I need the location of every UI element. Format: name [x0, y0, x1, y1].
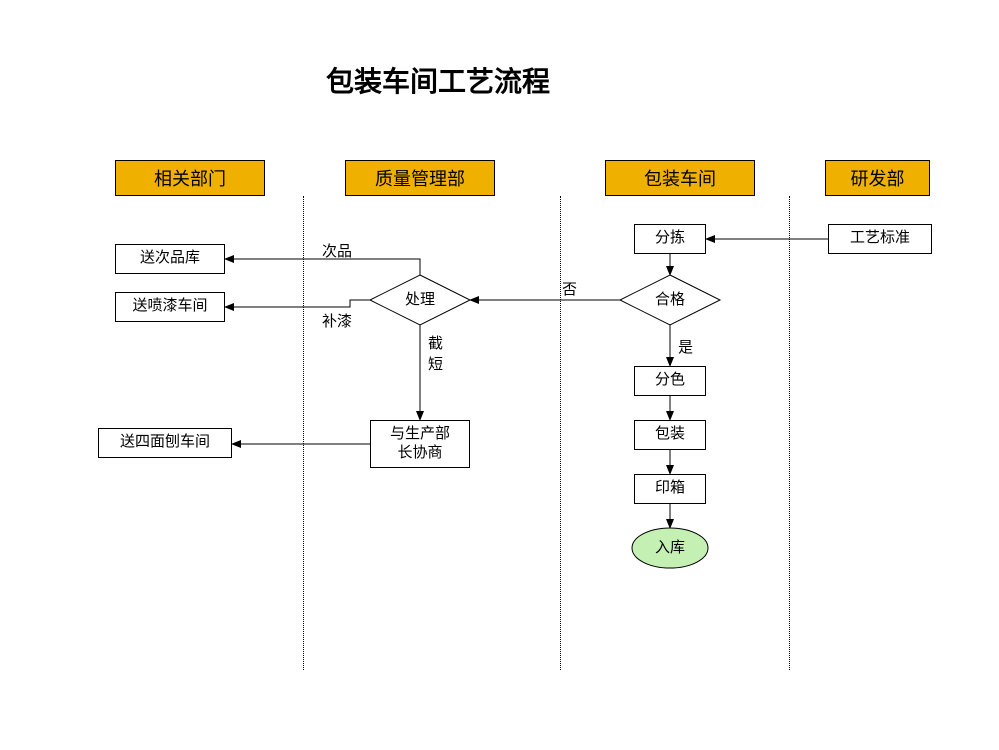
- node-spqcj: 送喷漆车间: [115, 292, 225, 322]
- edges-layer: 合格入库 处理: [0, 0, 999, 750]
- node-hege: [620, 275, 720, 325]
- diagram-title: 包装车间工艺流程: [326, 60, 550, 100]
- node-label: 送次品库: [140, 249, 200, 269]
- node-label: 入库: [655, 539, 685, 556]
- node-baozh: 包装: [634, 420, 706, 450]
- lane-separator: [789, 196, 790, 670]
- edge-label-e_hege_chuli: 否: [562, 278, 577, 299]
- node-label: 处理: [405, 291, 435, 308]
- node-label: 工艺标准: [850, 229, 910, 249]
- edge-label-e_chuli_xieshang: 截 短: [428, 332, 443, 374]
- node-gyi: 工艺标准: [828, 224, 932, 254]
- node-yinxiang: 印箱: [634, 474, 706, 504]
- node-label: 分色: [655, 371, 685, 391]
- node-scpk: 送次品库: [115, 244, 225, 274]
- lane-header-lane4: 研发部: [825, 160, 930, 196]
- edge-e_chuli_spqcj: [225, 300, 370, 307]
- node-chuli: [370, 275, 470, 325]
- node-fense: 分色: [634, 366, 706, 396]
- edge-label-e_hege_fense: 是: [678, 336, 693, 357]
- node-label: 分拣: [655, 229, 685, 249]
- lane-separator: [303, 196, 304, 670]
- node-ruku: [632, 528, 708, 568]
- node-xieshang: 与生产部 长协商: [370, 420, 470, 468]
- lane-header-lane2: 质量管理部: [345, 160, 495, 196]
- node-label: 包装: [655, 425, 685, 445]
- edge-label-e_chuli_spqcj: 补漆: [322, 310, 352, 331]
- node-label: 印箱: [655, 479, 685, 499]
- node-label: 送四面刨车间: [120, 433, 210, 453]
- flowchart-stage: 包装车间工艺流程 相关部门 质量管理部 包装车间 研发部 合格入库 处理 工艺标准 分拣分…: [0, 0, 999, 750]
- lane-header-lane3: 包装车间: [605, 160, 755, 196]
- lane-separator: [560, 196, 561, 670]
- edge-e_chuli_scpk: [225, 259, 420, 275]
- node-label: 与生产部 长协商: [390, 425, 450, 464]
- node-ssmp: 送四面刨车间: [98, 428, 232, 458]
- node-fenjian: 分拣: [634, 224, 706, 254]
- edge-label-e_chuli_scpk: 次品: [322, 240, 352, 261]
- lane-header-lane1: 相关部门: [115, 160, 265, 196]
- node-label: 送喷漆车间: [132, 297, 207, 317]
- node-label: 合格: [655, 291, 685, 308]
